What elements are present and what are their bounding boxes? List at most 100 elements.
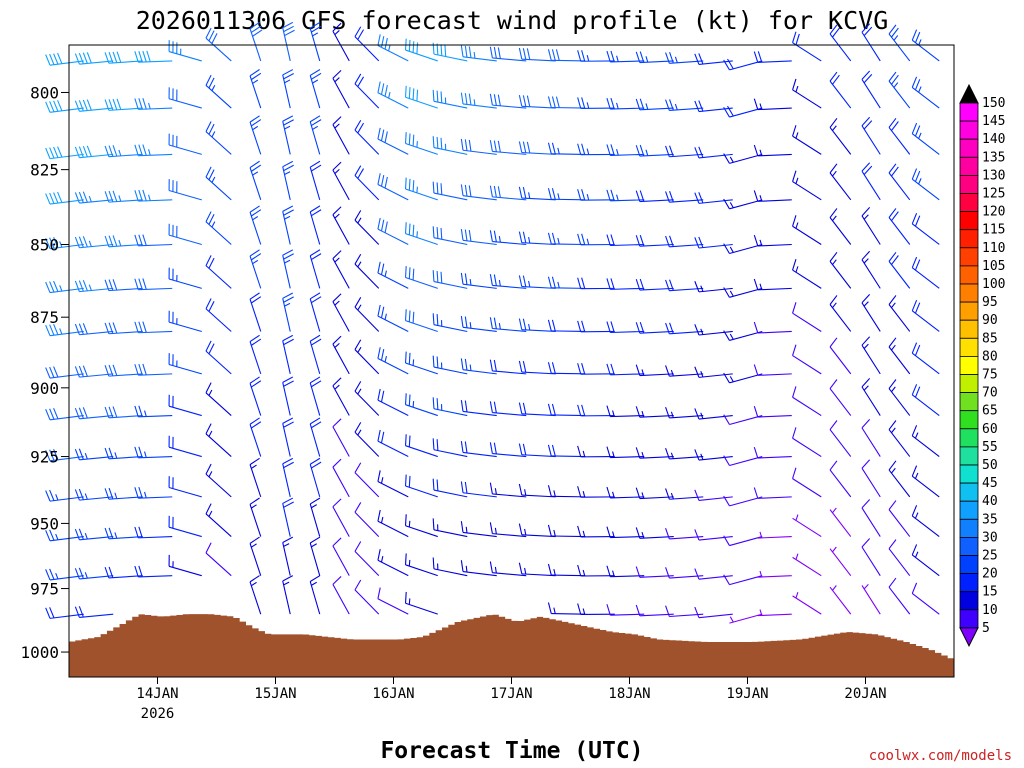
barb-staff	[79, 575, 114, 580]
barb-full-flag	[911, 256, 918, 268]
barb-full-flag	[464, 316, 468, 328]
barb-full-flag	[555, 49, 560, 61]
barb-full-flag	[698, 192, 704, 204]
barb-full-flag	[205, 340, 212, 352]
barb-staff	[610, 60, 645, 63]
barb-full-flag	[757, 51, 763, 63]
barb-full-flag	[829, 460, 838, 471]
barb-staff	[911, 223, 940, 245]
barb-staff	[205, 37, 232, 62]
barb-full-flag	[489, 230, 493, 242]
barb-full-flag	[669, 322, 674, 334]
wind-barb	[404, 474, 438, 498]
wind-barb	[577, 143, 615, 156]
colorbar-tick-label: 15	[982, 585, 998, 600]
barb-full-flag	[547, 563, 552, 576]
barb-full-flag	[49, 147, 55, 159]
barb-staff	[405, 404, 438, 417]
colorbar-tick-label: 95	[982, 295, 998, 310]
barb-full-flag	[354, 541, 362, 552]
barb-half-flag	[729, 202, 734, 209]
barb-full-flag	[138, 234, 143, 246]
barb-full-flag	[249, 536, 260, 544]
barb-staff	[792, 42, 822, 62]
barb-half-flag	[795, 132, 799, 139]
wind-barb	[606, 565, 645, 578]
wind-barb	[377, 173, 409, 201]
barb-staff	[249, 581, 262, 615]
barb-full-flag	[309, 334, 321, 342]
barb-full-flag	[357, 168, 365, 179]
wind-barb	[168, 476, 202, 498]
barb-full-flag	[57, 191, 63, 203]
barb-staff	[405, 564, 438, 577]
barb-full-flag	[78, 100, 84, 112]
barb-full-flag	[112, 364, 118, 376]
barb-staff	[354, 219, 380, 245]
barb-staff	[79, 107, 114, 112]
wind-barb	[911, 505, 940, 538]
wind-barb	[460, 272, 497, 289]
barb-full-flag	[74, 568, 80, 580]
barb-full-flag	[432, 270, 435, 282]
wind-barb	[309, 457, 322, 498]
barb-full-flag	[134, 405, 139, 417]
barb-staff	[309, 75, 321, 109]
barb-full-flag	[53, 100, 59, 112]
barb-full-flag	[432, 438, 435, 450]
barb-full-flag	[753, 98, 759, 110]
wind-barb	[723, 330, 763, 341]
wind-barb	[792, 386, 822, 417]
barb-full-flag	[581, 97, 586, 109]
x-tick-sublabel: 2026	[141, 706, 175, 722]
barb-full-flag	[412, 268, 415, 281]
barb-full-flag	[142, 278, 147, 290]
barb-half-flag	[832, 259, 837, 265]
barb-half-flag	[334, 213, 340, 219]
barb-full-flag	[377, 217, 381, 230]
barb-staff	[249, 424, 262, 457]
barb-full-flag	[251, 296, 262, 304]
barb-half-flag	[88, 240, 92, 247]
wind-barb	[205, 166, 232, 201]
wind-barb	[911, 76, 940, 109]
barb-full-flag	[753, 190, 759, 202]
barb-full-flag	[332, 293, 342, 303]
barb-full-flag	[380, 306, 385, 319]
barb-half-flag	[612, 410, 615, 417]
barb-staff	[729, 496, 763, 507]
wind-barb	[792, 302, 822, 332]
wind-barb	[911, 544, 940, 577]
barb-full-flag	[78, 146, 84, 158]
barb-full-flag	[669, 279, 674, 291]
barb-staff	[829, 388, 852, 416]
wind-barb	[547, 319, 586, 333]
barb-full-flag	[863, 165, 873, 175]
barb-full-flag	[460, 228, 464, 241]
barb-full-flag	[669, 145, 674, 157]
wind-barb	[74, 279, 114, 293]
barb-full-flag	[309, 115, 321, 123]
wind-barb	[757, 609, 792, 617]
wind-barb	[911, 168, 940, 201]
barb-half-flag	[863, 385, 869, 391]
barb-full-flag	[82, 323, 88, 335]
barb-full-flag	[249, 457, 260, 466]
barb-full-flag	[283, 164, 294, 172]
barb-full-flag	[380, 36, 385, 48]
barb-staff	[205, 433, 232, 457]
barb-staff	[405, 445, 438, 458]
surface-terrain	[69, 614, 954, 677]
barb-full-flag	[53, 280, 59, 292]
barb-staff	[521, 286, 556, 289]
barb-staff	[551, 287, 586, 289]
barb-staff	[829, 172, 852, 201]
wind-barb	[377, 81, 409, 109]
barb-staff	[433, 324, 468, 333]
wind-barb	[134, 234, 173, 247]
barb-half-flag	[528, 280, 531, 288]
barb-full-flag	[460, 560, 464, 572]
barb-full-flag	[104, 279, 110, 291]
barb-full-flag	[665, 605, 670, 617]
